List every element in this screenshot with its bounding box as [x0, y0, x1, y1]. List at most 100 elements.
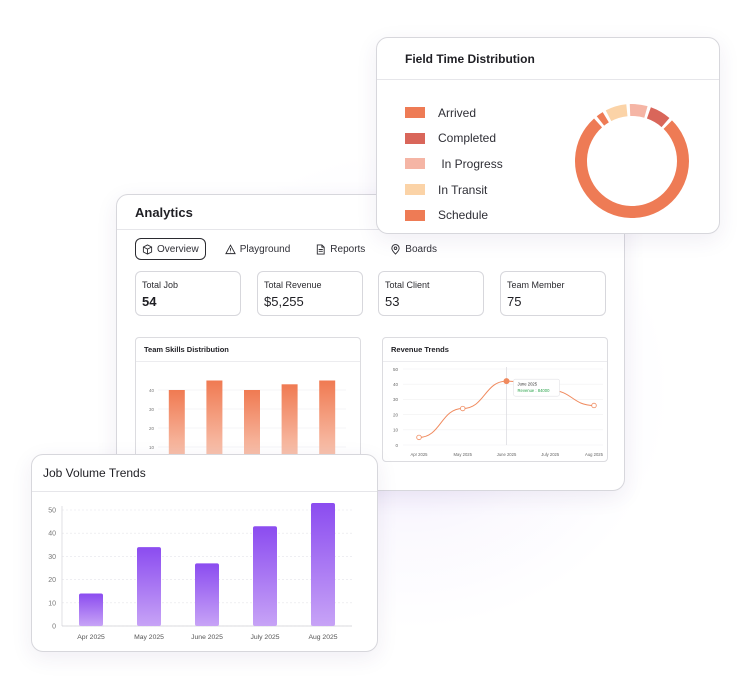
y-tick-label: 0 — [52, 624, 56, 631]
field-time-legend: Arrived Completed In Progress In Transit… — [405, 100, 503, 228]
bar — [281, 384, 298, 476]
legend-label: Schedule — [438, 208, 489, 223]
stat-total-revenue: Total Revenue $5,255 — [257, 271, 363, 316]
document-icon — [317, 243, 325, 255]
highlight-point — [503, 378, 510, 385]
bar — [137, 547, 161, 626]
revenue-trends-chart: 0 10 20 30 40 50 Apr 2025 May 2025 June 2025 July… — [393, 367, 604, 457]
job-volume-chart: 0 10 20 30 40 50 Apr 2025 May 2025 June 2025 July… — [48, 503, 352, 641]
stat-label: Total Revenue — [264, 280, 322, 290]
donut-slice — [605, 104, 628, 122]
field-time-title: Field Time Distribution — [405, 51, 535, 66]
stat-label: Total Job — [142, 280, 179, 290]
y-tick-label: 10 — [149, 445, 155, 450]
x-tick-label: June 2025 — [191, 634, 223, 641]
donut-slice — [646, 107, 670, 128]
legend-item: In Progress — [405, 151, 503, 177]
field-time-header: Field Time Distribution — [377, 38, 719, 80]
location-pin-icon — [391, 243, 400, 255]
legend-swatch — [405, 209, 425, 221]
legend-swatch — [405, 132, 425, 144]
bar — [253, 526, 277, 626]
y-tick-label: 10 — [48, 600, 56, 607]
tab-overview-label: Overview — [157, 243, 199, 255]
legend-label: Completed — [438, 131, 497, 146]
x-tick-label: June 2025 — [497, 452, 517, 457]
stat-value: $5,255 — [264, 294, 304, 309]
y-tick-label: 40 — [48, 531, 56, 538]
stat-value: 75 — [507, 294, 522, 309]
stat-label: Team Member — [507, 280, 565, 290]
y-tick-label: 50 — [48, 508, 56, 515]
legend-swatch — [405, 107, 425, 119]
y-tick-label: 50 — [393, 367, 399, 372]
tab-boards[interactable]: Boards — [384, 238, 443, 260]
y-tick-label: 40 — [393, 382, 399, 387]
bar — [311, 503, 335, 626]
team-skills-title: Team Skills Distribution — [136, 338, 360, 362]
y-tick-label: 30 — [393, 397, 399, 402]
job-volume-header: Job Volume Trends — [32, 455, 377, 492]
tab-reports-label: Reports — [330, 243, 366, 255]
revenue-trends-panel: Revenue Trends 0 10 20 30 40 50 Apr 2025 May 20… — [382, 337, 608, 462]
legend-label: In Progress — [438, 156, 503, 171]
job-volume-title: Job Volume Trends — [43, 466, 146, 480]
bar — [319, 380, 336, 476]
legend-label: Arrived — [438, 105, 477, 120]
stat-value: 53 — [385, 294, 400, 309]
box-icon — [142, 243, 153, 255]
y-tick-label: 30 — [48, 554, 56, 561]
field-time-card: Field Time Distribution Arrived Complete… — [376, 37, 720, 234]
tab-playground-label: Playground — [239, 243, 291, 255]
donut-slice — [629, 104, 648, 118]
x-tick-label: Aug 2025 — [308, 634, 337, 641]
stat-total-client: Total Client 53 — [378, 271, 484, 316]
stat-total-job: Total Job 54 — [135, 271, 241, 316]
legend-item: Completed — [405, 126, 503, 152]
legend-item: Schedule — [405, 202, 503, 228]
stat-team-member: Team Member 75 — [500, 271, 606, 316]
y-tick-label: 40 — [149, 388, 155, 393]
stat-label: Total Client — [385, 280, 430, 290]
legend-label: In Transit — [438, 182, 488, 197]
analytics-card: Analytics Overview Playground Reports — [116, 194, 625, 491]
donut-slice — [596, 112, 609, 126]
bar — [195, 563, 219, 626]
x-tick-label: May 2025 — [454, 452, 473, 457]
bar — [206, 380, 223, 476]
x-tick-label: May 2025 — [134, 634, 164, 641]
analytics-tabs: Overview Playground Reports Boards — [135, 238, 456, 260]
tooltip-title: June 2025 — [518, 382, 538, 387]
bar — [79, 593, 103, 626]
legend-swatch — [405, 158, 425, 170]
data-point — [416, 434, 422, 441]
y-tick-label: 20 — [393, 412, 399, 417]
tab-reports[interactable]: Reports — [309, 238, 371, 260]
y-tick-label: 10 — [393, 428, 399, 433]
field-time-donut-chart — [575, 104, 689, 218]
legend-item: Arrived — [405, 100, 503, 126]
legend-swatch — [405, 184, 425, 196]
x-tick-label: Apr 2025 — [77, 634, 105, 641]
legend-item: In Transit — [405, 177, 503, 203]
tab-boards-label: Boards — [405, 243, 437, 255]
data-point — [460, 405, 466, 412]
donut-slice — [575, 118, 689, 218]
tab-overview[interactable]: Overview — [135, 238, 206, 260]
y-tick-label: 20 — [149, 426, 155, 431]
revenue-trends-title: Revenue Trends — [383, 338, 607, 362]
analytics-title: Analytics — [135, 204, 193, 220]
y-tick-label: 30 — [149, 407, 155, 412]
stat-value: 54 — [142, 294, 157, 309]
tab-playground[interactable]: Playground — [219, 238, 297, 260]
y-tick-label: 20 — [48, 577, 56, 584]
x-tick-label: July 2025 — [250, 634, 279, 641]
data-point — [591, 402, 597, 409]
tooltip-box — [513, 378, 560, 397]
warning-icon — [224, 243, 236, 254]
x-tick-label: Apr 2025 — [411, 452, 429, 457]
job-volume-card: Job Volume Trends 0 10 20 30 40 50 Apr 2025 May… — [31, 454, 378, 652]
analytics-header: Analytics — [117, 195, 624, 230]
tooltip-value: Revenue : 84000 — [518, 388, 551, 393]
